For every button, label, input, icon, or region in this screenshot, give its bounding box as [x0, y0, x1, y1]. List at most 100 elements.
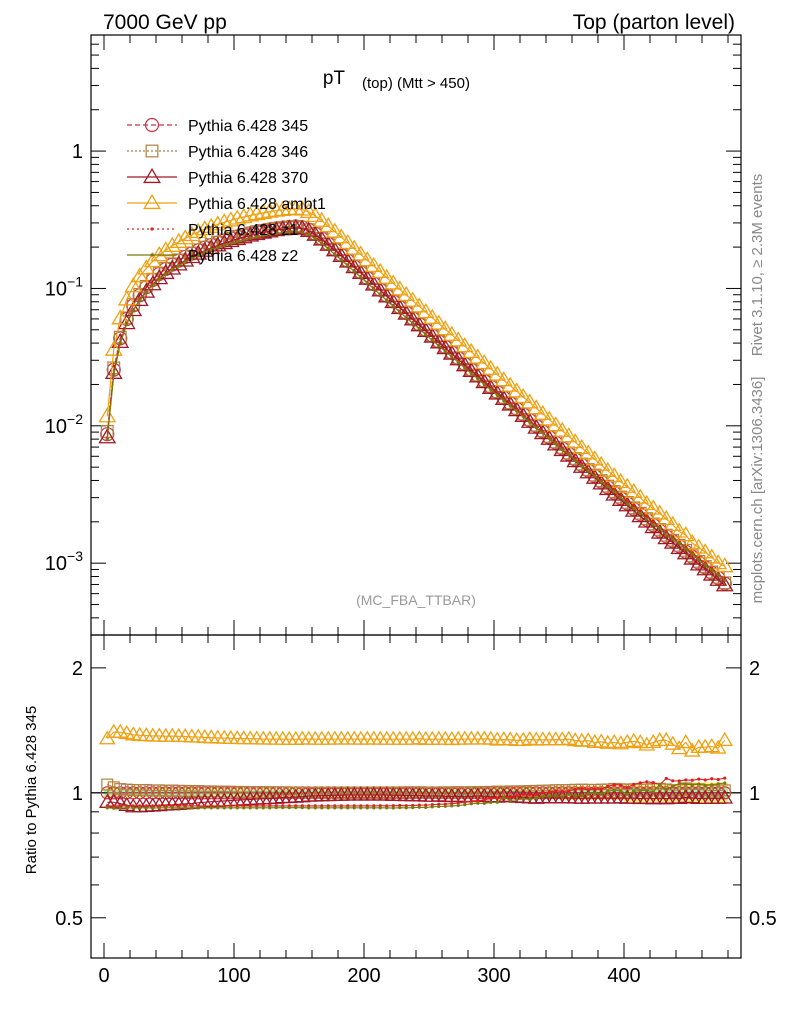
data-point [150, 269, 169, 285]
data-point [274, 231, 278, 236]
data-point [599, 480, 603, 484]
data-point [489, 796, 493, 801]
data-point [508, 795, 512, 799]
ratio-y-tick-label-left: 0.5 [55, 908, 83, 930]
data-point [107, 781, 120, 794]
data-point [540, 429, 559, 445]
data-point [234, 207, 253, 224]
data-point [378, 806, 382, 810]
data-point [534, 796, 538, 800]
data-point [358, 251, 377, 267]
mcplots-label: mcplots.cern.ch [arXiv:1306.3436] [749, 377, 766, 604]
data-point [515, 798, 519, 802]
data-point [413, 786, 426, 799]
data-point [183, 260, 187, 264]
data-point [221, 211, 240, 227]
data-point [645, 788, 649, 792]
data-point [209, 806, 213, 810]
data-point [651, 520, 655, 524]
data-point [241, 206, 260, 222]
data-point [611, 472, 630, 489]
data-point [306, 206, 325, 223]
data-point [312, 211, 331, 227]
data-point [684, 547, 688, 551]
data-point [228, 209, 247, 225]
data-point [463, 366, 467, 370]
data-point [559, 446, 578, 462]
series-pythia-6-428-z1 [105, 229, 727, 581]
data-point [501, 376, 520, 392]
data-point [385, 806, 389, 810]
data-point [260, 202, 279, 218]
data-point [521, 797, 525, 801]
data-point [294, 806, 298, 810]
data-point [229, 241, 233, 246]
data-point [489, 800, 493, 805]
data-point [605, 733, 623, 749]
data-point [716, 573, 720, 577]
data-point [338, 233, 357, 250]
data-point [410, 297, 429, 313]
data-point [690, 778, 694, 782]
data-point [605, 485, 624, 501]
ratio-y-tick-label-right: 1 [749, 783, 760, 805]
data-point [541, 431, 545, 435]
data-point [416, 321, 435, 337]
data-point [619, 496, 623, 500]
ratio-y-tick-label-right: 2 [749, 658, 760, 680]
data-point [718, 784, 731, 797]
data-point [254, 223, 273, 239]
data-point [612, 783, 616, 787]
data-point [391, 304, 395, 308]
data-point [586, 791, 590, 796]
data-point [117, 314, 136, 330]
data-point [684, 782, 688, 786]
data-point [417, 805, 421, 809]
ratio-series-line [107, 794, 725, 808]
data-point [104, 340, 123, 356]
data-point [195, 220, 214, 236]
data-point [112, 373, 116, 377]
data-point [696, 543, 715, 559]
data-point [442, 325, 461, 341]
data-point [671, 537, 675, 541]
data-point [554, 789, 558, 793]
data-point [560, 789, 564, 794]
data-point [195, 241, 214, 257]
series-line [106, 225, 726, 585]
data-point [247, 224, 266, 241]
data-point [658, 526, 662, 530]
data-point [339, 258, 343, 262]
data-point [346, 806, 350, 810]
data-point [671, 785, 675, 789]
data-point [157, 806, 161, 810]
data-point [690, 783, 694, 787]
data-point [163, 236, 182, 252]
data-point [482, 382, 486, 387]
data-point [300, 230, 304, 234]
data-point [508, 798, 512, 802]
data-point [286, 218, 305, 234]
data-point [462, 342, 481, 359]
data-point [378, 293, 382, 297]
data-point [579, 444, 598, 460]
data-point [221, 231, 240, 248]
x-tick-label: 300 [477, 965, 510, 987]
data-point [385, 298, 389, 303]
data-point [372, 806, 376, 810]
data-point [592, 455, 611, 471]
data-point [235, 806, 239, 810]
data-point [456, 801, 460, 805]
data-point [247, 205, 266, 221]
data-point [580, 464, 584, 468]
data-point [657, 790, 675, 805]
data-point [593, 787, 597, 791]
data-point [514, 387, 533, 404]
data-point [406, 786, 419, 799]
data-point [456, 803, 460, 808]
data-point [566, 452, 585, 468]
data-point [419, 786, 432, 799]
data-point [313, 237, 317, 241]
data-point [455, 337, 474, 353]
data-point [572, 457, 591, 473]
